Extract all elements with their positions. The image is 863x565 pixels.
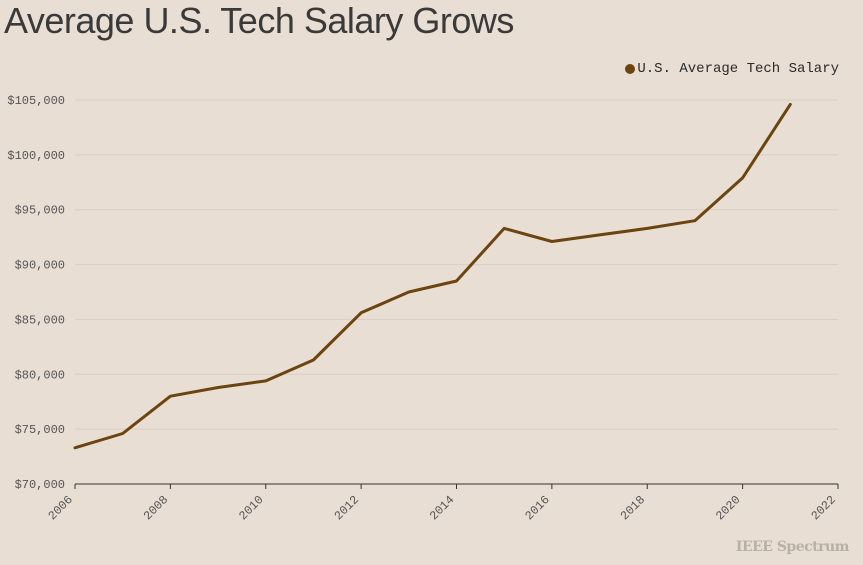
y-tick-label: $100,000	[7, 149, 65, 163]
x-tick-label: 2022	[809, 493, 839, 523]
x-tick-label: 2014	[427, 493, 457, 523]
x-tick-label: 2018	[618, 493, 648, 523]
legend-label: U.S. Average Tech Salary	[637, 61, 839, 77]
x-tick-label: 2020	[713, 493, 743, 523]
y-tick-label: $95,000	[15, 204, 65, 218]
y-tick-label: $105,000	[7, 94, 65, 108]
y-tick-label: $90,000	[15, 259, 65, 273]
legend-marker	[625, 64, 636, 74]
y-tick-label: $80,000	[15, 368, 65, 382]
chart-title: Average U.S. Tech Salary Grows	[4, 0, 514, 41]
ieee-spectrum-logo: IEEE Spectrum	[735, 539, 850, 555]
x-tick-label: 2016	[522, 493, 552, 523]
y-tick-label: $75,000	[15, 423, 65, 437]
x-tick-label: 2008	[141, 493, 171, 523]
x-tick-label: 2010	[236, 493, 266, 523]
y-tick-label: $85,000	[15, 313, 65, 327]
x-tick-label: 2012	[332, 493, 362, 523]
legend: U.S. Average Tech Salary	[625, 61, 839, 77]
y-tick-label: $70,000	[15, 478, 65, 492]
series-line	[73, 102, 792, 450]
x-tick-label: 2006	[46, 493, 76, 523]
